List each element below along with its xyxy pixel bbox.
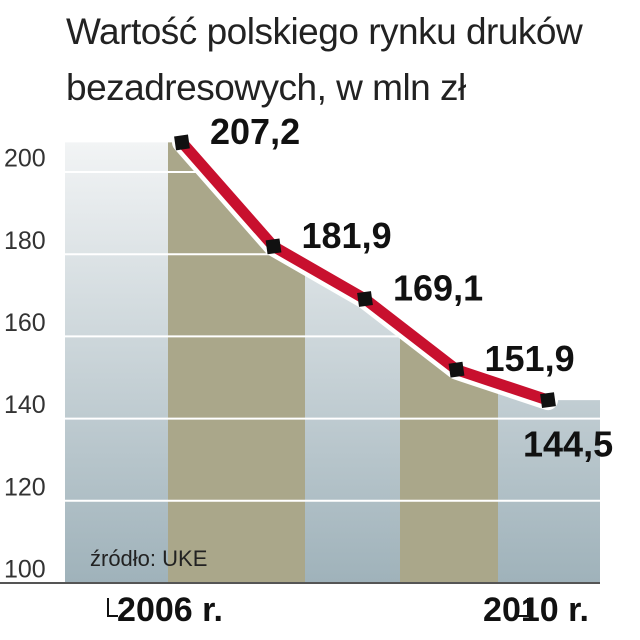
marker <box>357 291 373 307</box>
y-tick-label: 160 <box>4 309 46 337</box>
chart-title: Wartość polskiego rynku druków bezadreso… <box>66 11 583 108</box>
y-tick-label: 200 <box>4 145 46 173</box>
band <box>168 142 305 583</box>
marker <box>265 238 282 255</box>
value-label: 181,9 <box>302 215 392 256</box>
bracket <box>518 598 529 617</box>
value-label: 169,1 <box>393 268 483 309</box>
x-tick-label: 2006 r. <box>117 591 223 629</box>
x-tick-label: 2010 r. <box>483 591 589 629</box>
bracket <box>107 598 118 617</box>
value-label: 151,9 <box>485 338 575 379</box>
marker <box>174 134 190 151</box>
y-tick-label: 180 <box>4 227 46 255</box>
value-label: 207,2 <box>210 111 300 152</box>
source: źródło: UKE <box>90 546 207 571</box>
value-label: 144,5 <box>523 424 613 465</box>
marker <box>540 392 556 409</box>
marker <box>448 361 465 378</box>
y-tick-label: 140 <box>4 391 46 419</box>
y-tick-label: 100 <box>4 556 46 584</box>
y-tick-label: 120 <box>4 473 46 501</box>
